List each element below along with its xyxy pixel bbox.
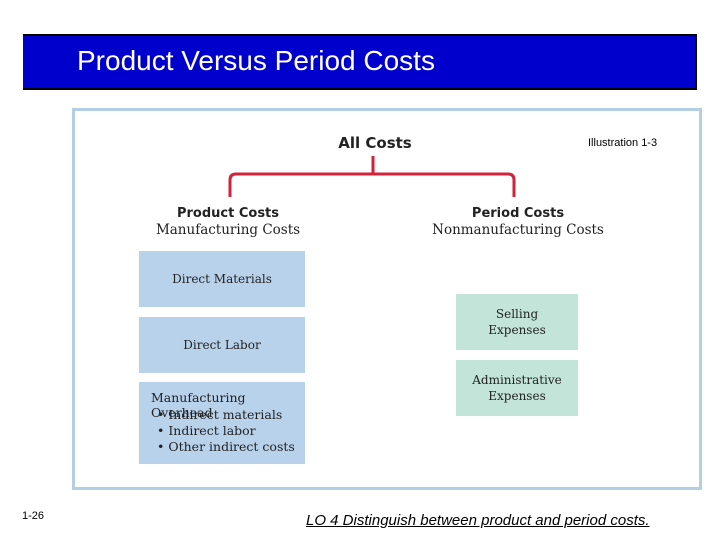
overhead-item: • Indirect labor	[157, 423, 256, 438]
page-number: 1-26	[22, 510, 45, 522]
direct-materials-box: Direct Materials	[139, 251, 305, 307]
direct-materials-label: Direct Materials	[172, 272, 272, 286]
selling-expenses-line1: Selling	[495, 307, 539, 321]
administrative-expenses-box: Administrative Expenses	[456, 360, 578, 416]
direct-labor-label: Direct Labor	[183, 338, 261, 352]
illustration-label: Illustration 1-3	[588, 137, 658, 149]
manufacturing-overhead-box: Manufacturing Overhead • Indirect materi…	[139, 382, 305, 464]
product-costs-heading: Product Costs Manufacturing Costs	[140, 205, 316, 239]
connector-lines	[228, 156, 516, 197]
selling-expenses-line2: Expenses	[488, 323, 546, 337]
overhead-item: • Other indirect costs	[157, 439, 295, 454]
administrative-expenses-line2: Expenses	[488, 389, 546, 403]
period-costs-subtitle: Nonmanufacturing Costs	[432, 222, 604, 238]
administrative-expenses-line1: Administrative	[472, 373, 562, 387]
slide-title: Product Versus Period Costs	[77, 45, 435, 76]
product-costs-subtitle: Manufacturing Costs	[155, 222, 301, 238]
overhead-item: • Indirect materials	[157, 407, 283, 422]
illustration-frame	[72, 108, 702, 490]
learning-objective: LO 4 Distinguish between product and per…	[306, 512, 650, 529]
header-bar	[23, 34, 697, 90]
selling-expenses-box: Selling Expenses	[456, 294, 578, 350]
overhead-item-list: • Indirect materials • Indirect labor • …	[157, 407, 295, 455]
period-costs-heading: Period Costs Nonmanufacturing Costs	[430, 205, 606, 239]
product-costs-title: Product Costs	[176, 206, 280, 221]
all-costs-label: All Costs	[338, 134, 412, 152]
direct-labor-box: Direct Labor	[139, 317, 305, 373]
period-costs-title: Period Costs	[471, 206, 565, 221]
manufacturing-overhead-title: Manufacturing Overhead	[151, 390, 246, 420]
